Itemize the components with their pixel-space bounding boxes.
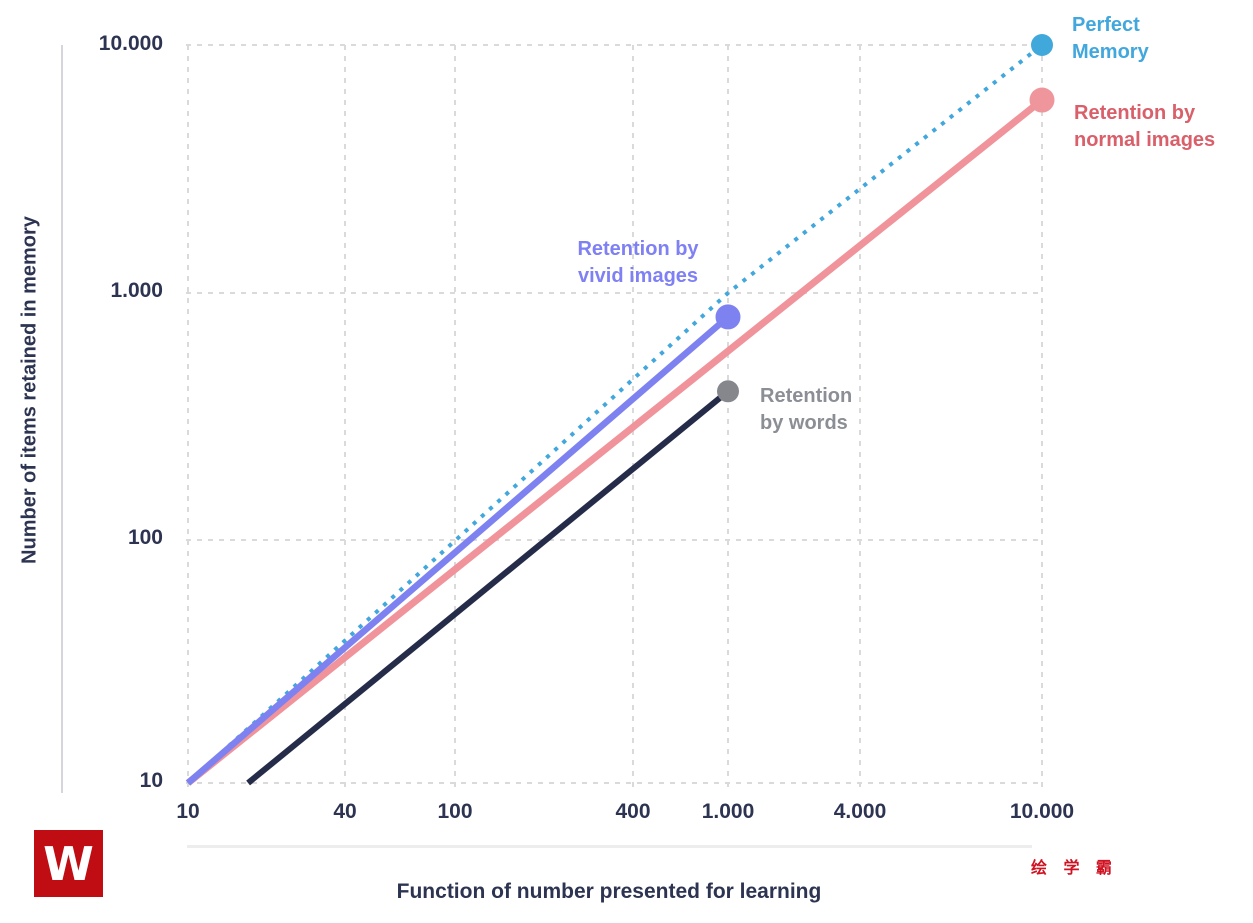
label-retention-vivid-images: Retention by vivid images: [552, 236, 724, 290]
x-tick-label: 4.000: [833, 800, 887, 823]
y-axis-title: Number of items retained in memory: [18, 216, 41, 564]
x-tick-label: 100: [437, 800, 473, 823]
watermark-text: 绘 学 霸: [1031, 860, 1118, 877]
y-tick-label: 10: [139, 769, 163, 792]
label-line: Retention by: [577, 238, 699, 260]
x-tick-label: 10: [176, 800, 200, 823]
series-line-1: [185, 97, 1045, 786]
series-line-2: [185, 314, 731, 786]
label-perfect-memory: Perfect Memory: [1072, 12, 1149, 66]
label-line: Retention by: [1074, 102, 1196, 124]
x-tick-label: 400: [615, 800, 651, 823]
series-end-dot-0: [1031, 34, 1053, 56]
label-retention-normal-images: Retention by normal images: [1074, 100, 1215, 154]
label-retention-words: Retention by words: [760, 383, 852, 437]
x-tick-label: 1.000: [701, 800, 755, 823]
x-tick-label: 40: [333, 800, 357, 823]
series-line-3: [246, 388, 730, 786]
label-line: Retention: [760, 385, 853, 407]
series-end-dot-1: [1029, 87, 1055, 113]
publisher-logo: W: [34, 830, 103, 897]
y-tick-label: 1.000: [110, 279, 163, 302]
series-end-dot-2: [715, 304, 741, 330]
x-axis-title: Function of number presented for learnin…: [396, 880, 822, 903]
label-line: normal images: [1074, 129, 1216, 151]
logo-letter: W: [43, 836, 94, 891]
footer-divider: [187, 845, 1032, 848]
y-tick-label: 10.000: [98, 32, 163, 55]
label-line: vivid images: [577, 265, 699, 287]
x-tick-label: 10.000: [1009, 800, 1075, 823]
label-line: Memory: [1072, 41, 1149, 63]
y-tick-label: 100: [127, 526, 163, 549]
label-line: Perfect: [1072, 14, 1140, 36]
series-line-0: [186, 43, 1044, 785]
label-line: by words: [760, 412, 848, 434]
series-end-dot-3: [717, 380, 739, 403]
